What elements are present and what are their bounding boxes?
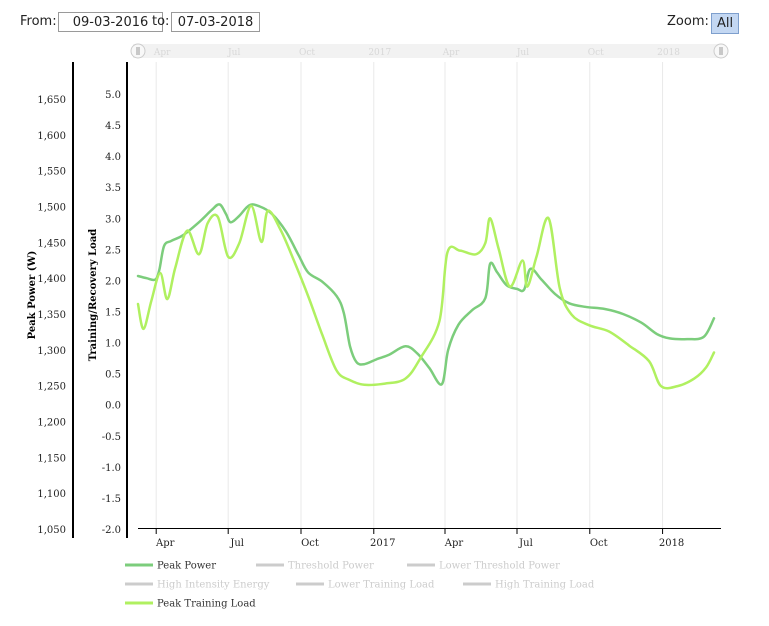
right-y-tick-label: -2.0 — [102, 525, 121, 536]
x-tick-label: Jul — [229, 538, 244, 549]
right-y-tick-label: 0.0 — [105, 401, 121, 412]
left-y-tick-label: 1,250 — [37, 382, 66, 393]
navigator-right-handle[interactable] — [713, 43, 729, 59]
right-y-tick-label: 0.5 — [105, 370, 121, 381]
navigator[interactable]: Apr Jul Oct 2017 Apr Jul Oct 2018 — [130, 43, 729, 59]
legend-label: Peak Power — [157, 561, 216, 572]
right-y-tick-label: -1.5 — [102, 494, 121, 505]
from-date-input[interactable]: 09-03-2016 — [58, 12, 163, 32]
navigator-label: 2017 — [368, 48, 391, 58]
navigator-label: Apr — [153, 48, 171, 58]
zoom-label: Zoom: — [667, 14, 709, 29]
left-y-tick-label: 1,200 — [37, 418, 66, 429]
to-label: to: — [152, 14, 170, 29]
series-layer — [136, 203, 716, 390]
series-line-peak-training-load — [136, 204, 716, 390]
legend-item[interactable]: Lower Threshold Power — [407, 561, 560, 572]
right-y-tick-label: 2.0 — [105, 276, 121, 287]
x-tick-label: Oct — [301, 538, 319, 549]
navigator-label: Jul — [516, 48, 529, 58]
zoom-all-button[interactable]: All — [711, 13, 739, 34]
left-y-tick-label: 1,050 — [37, 525, 66, 536]
x-tick-label: Oct — [590, 538, 608, 549]
right-y-tick-label: 5.0 — [105, 90, 121, 101]
navigator-label: 2018 — [657, 48, 680, 58]
left-y-tick-label: 1,150 — [37, 453, 66, 464]
legend: Peak Power Threshold Power Lower Threshold… — [125, 561, 595, 610]
left-y-tick-label: 1,600 — [37, 131, 66, 142]
left-y-tick-label: 1,550 — [37, 167, 66, 178]
navigator-label: Oct — [299, 48, 315, 58]
left-y-tick-label: 1,650 — [37, 95, 66, 106]
left-y-tick-label: 1,300 — [37, 346, 66, 357]
legend-item[interactable]: High Intensity Energy — [125, 580, 270, 591]
legend-label: Lower Training Load — [328, 580, 435, 591]
x-tick-label: Apr — [155, 538, 175, 549]
from-label: From: — [20, 14, 57, 29]
legend-item[interactable]: Peak Training Load — [125, 599, 256, 610]
navigator-label: Apr — [442, 48, 460, 58]
gridlines — [155, 62, 664, 529]
x-tick-label: 2018 — [659, 538, 684, 549]
right-y-tick-label: 1.0 — [105, 339, 121, 350]
legend-label: Lower Threshold Power — [439, 561, 560, 572]
left-y-tick-label: 1,400 — [37, 274, 66, 285]
left-y-tick-label: 1,100 — [37, 489, 66, 500]
left-y-axis-title: Peak Power (W) — [27, 251, 38, 340]
legend-label: Threshold Power — [288, 561, 374, 572]
right-y-tick-label: 1.5 — [105, 308, 121, 319]
legend-item[interactable]: Peak Power — [125, 561, 216, 572]
right-y-tick-label: 4.0 — [105, 152, 121, 163]
to-date-input[interactable]: 07-03-2018 — [171, 12, 260, 32]
navigator-track — [133, 44, 721, 58]
right-y-tick-label: -1.0 — [102, 463, 121, 474]
left-y-tick-label: 1,350 — [37, 310, 66, 321]
navigator-left-handle[interactable] — [130, 43, 146, 59]
right-y-axis-title: Training/Recovery Load — [88, 229, 99, 362]
legend-item[interactable]: High Training Load — [463, 580, 595, 591]
legend-item[interactable]: Threshold Power — [256, 561, 374, 572]
handle-knob — [713, 43, 729, 59]
range-toolbar: From: 09-03-2016 to: 07-03-2018 Zoom: Al… — [0, 0, 769, 42]
legend-label: High Intensity Energy — [157, 580, 270, 591]
navigator-label: Jul — [227, 48, 240, 58]
navigator-label: Oct — [588, 48, 604, 58]
right-y-tick-label: 4.5 — [105, 121, 121, 132]
right-y-tick-label: -0.5 — [102, 432, 121, 443]
right-y-tick-label: 3.0 — [105, 214, 121, 225]
x-tick-label: Apr — [444, 538, 464, 549]
legend-label: High Training Load — [495, 580, 595, 591]
right-y-tick-label: 2.5 — [105, 245, 121, 256]
legend-label: Peak Training Load — [157, 599, 256, 610]
left-y-tick-label: 1,500 — [37, 203, 66, 214]
right-y-tick-label: 3.5 — [105, 183, 121, 194]
x-tick-label: 2017 — [370, 538, 395, 549]
x-tick-label: Jul — [518, 538, 533, 549]
axes: 1,650 1,600 1,550 1,500 1,450 1,400 1,350 1,300… — [27, 62, 721, 549]
series-line-peak-power — [136, 203, 716, 386]
handle-knob — [130, 43, 146, 59]
left-y-tick-label: 1,450 — [37, 238, 66, 249]
legend-item[interactable]: Lower Training Load — [296, 580, 435, 591]
